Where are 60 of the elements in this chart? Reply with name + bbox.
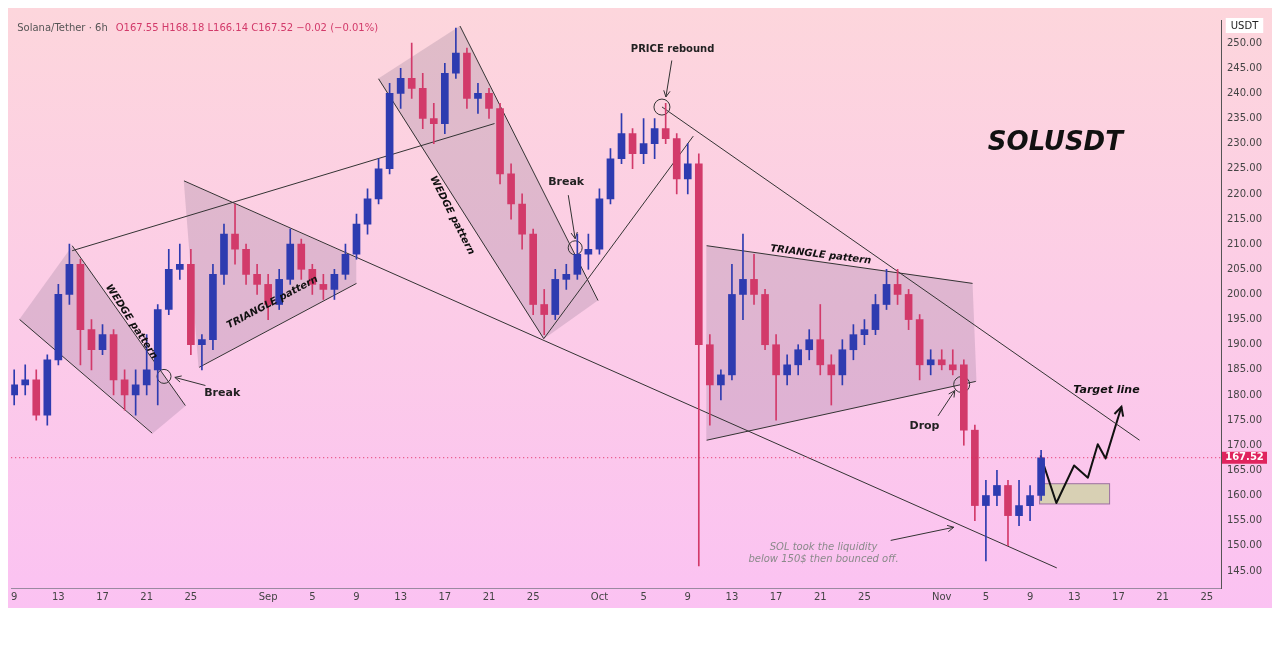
y-tick-label: 200.00 — [1227, 288, 1263, 300]
y-tick-label: 190.00 — [1227, 338, 1263, 350]
x-tick-label: 5 — [309, 590, 316, 602]
annotation: Break — [204, 386, 241, 400]
annotation: Break — [548, 174, 585, 188]
y-tick-label: 205.00 — [1227, 262, 1263, 274]
y-tick-label: 215.00 — [1227, 212, 1263, 224]
annotation: Drop — [909, 418, 940, 432]
y-tick-label: 210.00 — [1227, 237, 1263, 249]
y-axis-title: USDT — [1230, 19, 1260, 31]
y-tick-label: 185.00 — [1227, 363, 1263, 375]
y-tick-label: 250.00 — [1227, 36, 1263, 48]
y-tick-label: 155.00 — [1227, 514, 1263, 526]
y-tick-label: 240.00 — [1227, 86, 1263, 98]
x-tick-label: Sep — [258, 590, 278, 602]
x-tick-label: 5 — [982, 590, 990, 602]
x-tick-label: 9 — [10, 590, 18, 602]
annotation: Target line — [1073, 383, 1141, 397]
annotation: SOLUSDT — [987, 126, 1126, 157]
x-tick-label: 25 — [184, 590, 198, 602]
annotation: PRICE rebound — [630, 42, 715, 54]
ref-line-label: 167.52 — [1225, 451, 1264, 463]
y-tick-label: 220.00 — [1227, 187, 1263, 199]
x-tick-label: Oct — [590, 590, 609, 602]
y-tick-label: 245.00 — [1227, 61, 1263, 73]
y-tick-label: 145.00 — [1227, 564, 1263, 576]
x-tick-label: 9 — [1026, 590, 1034, 602]
y-tick-label: 235.00 — [1227, 112, 1263, 124]
y-tick-label: 195.00 — [1227, 313, 1263, 325]
x-tick-label: 17 — [1112, 590, 1125, 602]
y-tick-label: 170.00 — [1227, 438, 1263, 450]
x-tick-label: 13 — [1067, 590, 1081, 602]
y-tick-label: 225.00 — [1227, 162, 1263, 174]
y-tick-label: 160.00 — [1227, 489, 1263, 501]
x-tick-label: 17 — [438, 590, 452, 602]
x-tick-label: 25 — [858, 590, 871, 602]
x-tick-label: 9 — [353, 590, 360, 602]
annotation: TRIANGLE pattern — [769, 242, 872, 266]
y-tick-label: 150.00 — [1227, 539, 1263, 551]
x-tick-label: 5 — [640, 590, 647, 602]
x-tick-label: 25 — [526, 590, 540, 602]
y-tick-label: 165.00 — [1227, 463, 1263, 475]
x-tick-label: 17 — [769, 590, 783, 602]
y-tick-label: 175.00 — [1227, 413, 1263, 425]
y-tick-label: 230.00 — [1227, 137, 1263, 149]
x-tick-label: Nov — [931, 590, 952, 602]
chart-subtitle: O167.55 H168.18 L166.14 C167.52 −0.02 (−0.01%) — [115, 21, 379, 33]
x-tick-label: 9 — [684, 590, 691, 602]
chart-title: Solana/Tether · 6h — [17, 21, 108, 33]
x-tick-label: 25 — [1200, 590, 1214, 602]
y-tick-label: 180.00 — [1227, 388, 1263, 400]
x-tick-label: 21 — [482, 590, 496, 602]
x-tick-label: 13 — [725, 590, 739, 602]
x-tick-label: 21 — [1156, 590, 1169, 602]
x-tick-label: 21 — [140, 590, 154, 602]
x-tick-label: 21 — [813, 590, 827, 602]
annotation: SOL took the liquidity below 150$ then bounced off. — [748, 541, 899, 565]
x-tick-label: 13 — [394, 590, 408, 602]
x-tick-label: 13 — [51, 590, 65, 602]
x-tick-label: 17 — [96, 590, 109, 602]
